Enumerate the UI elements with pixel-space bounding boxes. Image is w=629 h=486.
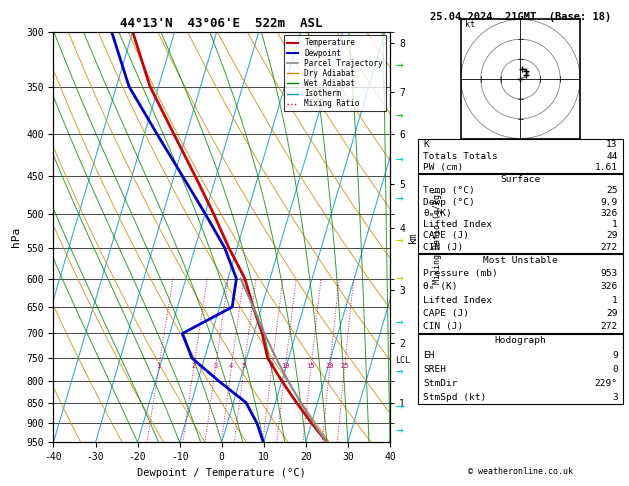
Text: →: → [396, 272, 403, 285]
Text: 1: 1 [157, 363, 161, 369]
Text: →: → [396, 109, 403, 122]
Title: 44°13'N  43°06'E  522m  ASL: 44°13'N 43°06'E 522m ASL [121, 17, 323, 31]
Text: LCL: LCL [396, 356, 411, 365]
Text: →: → [396, 317, 403, 330]
Text: 2: 2 [191, 363, 196, 369]
Text: Lifted Index: Lifted Index [423, 220, 493, 229]
X-axis label: Dewpoint / Temperature (°C): Dewpoint / Temperature (°C) [137, 468, 306, 478]
Text: 8: 8 [269, 363, 274, 369]
Text: 272: 272 [601, 322, 618, 331]
Text: Lifted Index: Lifted Index [423, 295, 493, 305]
Text: 1.61: 1.61 [594, 162, 618, 172]
Text: Hodograph: Hodograph [494, 336, 547, 346]
Text: 0: 0 [612, 364, 618, 374]
Text: 1: 1 [612, 295, 618, 305]
Text: CIN (J): CIN (J) [423, 322, 464, 331]
Text: 10: 10 [281, 363, 289, 369]
Text: →: → [396, 154, 403, 166]
Text: Pressure (mb): Pressure (mb) [423, 269, 498, 278]
Text: © weatheronline.co.uk: © weatheronline.co.uk [468, 467, 573, 476]
Text: CAPE (J): CAPE (J) [423, 309, 469, 318]
Text: 9: 9 [612, 350, 618, 360]
Text: K: K [423, 140, 429, 150]
Text: SREH: SREH [423, 364, 447, 374]
Text: 1: 1 [612, 220, 618, 229]
Text: →: → [396, 192, 403, 206]
Text: Totals Totals: Totals Totals [423, 152, 498, 160]
Text: θₑ(K): θₑ(K) [423, 209, 452, 218]
Text: 25: 25 [340, 363, 348, 369]
Text: 25.04.2024  21GMT  (Base: 18): 25.04.2024 21GMT (Base: 18) [430, 12, 611, 22]
Text: Dewp (°C): Dewp (°C) [423, 198, 475, 207]
Text: 13: 13 [606, 140, 618, 150]
Text: PW (cm): PW (cm) [423, 162, 464, 172]
Text: Mixing Ratio (g/kg): Mixing Ratio (g/kg) [433, 190, 442, 284]
Text: Most Unstable: Most Unstable [483, 256, 558, 265]
Text: Temp (°C): Temp (°C) [423, 186, 475, 195]
Text: →: → [396, 235, 403, 247]
Text: 44: 44 [606, 152, 618, 160]
Text: 3: 3 [612, 393, 618, 402]
Text: θₑ (K): θₑ (K) [423, 282, 458, 292]
Text: 9.9: 9.9 [601, 198, 618, 207]
Text: 272: 272 [601, 243, 618, 252]
Text: 229°: 229° [594, 379, 618, 388]
Text: 25: 25 [606, 186, 618, 195]
Text: →: → [396, 59, 403, 72]
Text: 326: 326 [601, 282, 618, 292]
Text: →: → [396, 424, 403, 437]
Text: CAPE (J): CAPE (J) [423, 231, 469, 241]
Text: CIN (J): CIN (J) [423, 243, 464, 252]
Y-axis label: km
ASL: km ASL [408, 228, 429, 246]
Text: kt: kt [465, 20, 475, 29]
Y-axis label: hPa: hPa [11, 227, 21, 247]
Text: 5: 5 [242, 363, 246, 369]
Text: 953: 953 [601, 269, 618, 278]
Text: →: → [396, 365, 403, 379]
Text: 326: 326 [601, 209, 618, 218]
Text: StmDir: StmDir [423, 379, 458, 388]
Text: 29: 29 [606, 231, 618, 241]
Text: 3: 3 [213, 363, 218, 369]
Text: 15: 15 [306, 363, 315, 369]
Text: →: → [396, 400, 403, 413]
Text: 29: 29 [606, 309, 618, 318]
Text: 4: 4 [229, 363, 233, 369]
Text: StmSpd (kt): StmSpd (kt) [423, 393, 487, 402]
Text: Surface: Surface [501, 175, 540, 184]
Text: EH: EH [423, 350, 435, 360]
Legend: Temperature, Dewpoint, Parcel Trajectory, Dry Adiabat, Wet Adiabat, Isotherm, Mi: Temperature, Dewpoint, Parcel Trajectory… [284, 35, 386, 111]
Text: 20: 20 [325, 363, 334, 369]
